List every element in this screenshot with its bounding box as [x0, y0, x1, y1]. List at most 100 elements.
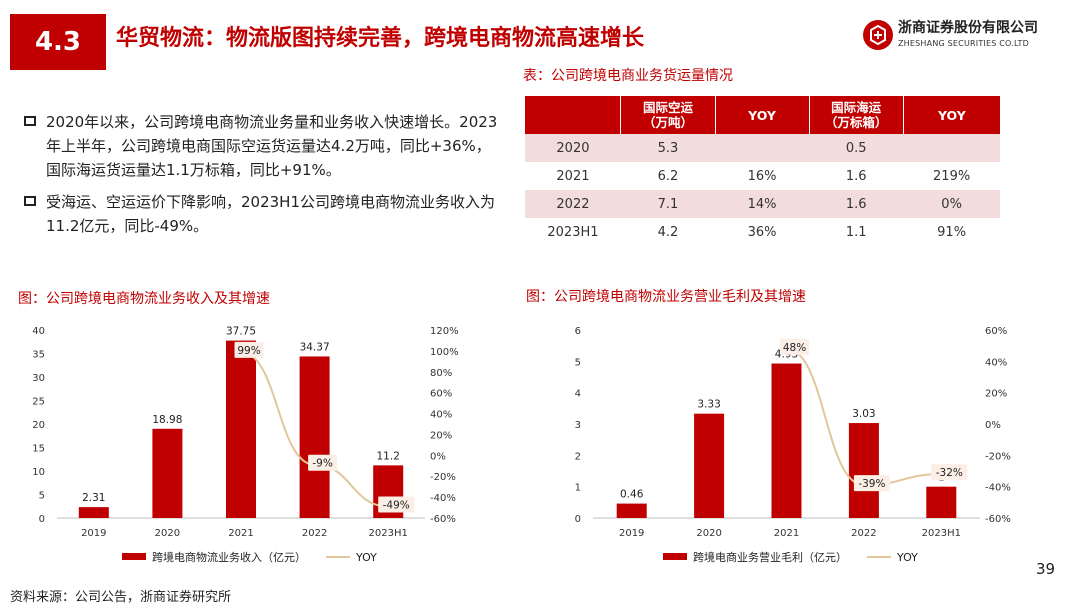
yoy-data-label: 48%: [783, 342, 806, 354]
y-axis-tick-label: 3: [575, 420, 581, 431]
square-bullet-icon: [24, 116, 36, 126]
y-axis-tick-label: 25: [32, 397, 45, 408]
legend-line-label: YOY: [355, 551, 377, 564]
y2-axis-tick-label: 80%: [430, 368, 452, 379]
y2-axis-tick-label: -60%: [430, 514, 456, 525]
bar-data-label: 18.98: [152, 414, 182, 426]
y-axis-tick-label: 30: [32, 373, 45, 384]
source-footnote: 资料来源：公司公告，浙商证券研究所: [10, 590, 232, 605]
bar: [226, 340, 256, 518]
bar: [299, 356, 330, 518]
x-axis-tick-label: 2023H1: [369, 528, 408, 539]
x-axis-tick-label: 2019: [81, 528, 106, 539]
table-cell: 1.1: [809, 218, 904, 246]
bar: [926, 486, 957, 518]
y2-axis-tick-label: 20%: [430, 430, 452, 441]
y-axis-tick-label: 5: [39, 491, 45, 502]
logo-name-en: ZHESHANG SECURITIES CO.LTD: [898, 39, 1029, 48]
y2-axis-tick-label: -20%: [430, 472, 456, 483]
y-axis-tick-label: 2: [575, 451, 581, 462]
bar-data-label: 2.31: [82, 492, 105, 504]
legend-bar-label: 跨境电商业务营业毛利（亿元）: [693, 550, 847, 564]
y2-axis-tick-label: 0%: [430, 451, 446, 462]
bar: [694, 413, 725, 518]
x-axis-tick-label: 2022: [851, 528, 876, 539]
table-row: 2020 5.3 0.5: [525, 134, 1000, 162]
y2-axis-tick-label: 40%: [430, 410, 452, 421]
y-axis-tick-label: 0: [39, 514, 45, 525]
table-header-cell: YOY: [903, 96, 1000, 134]
y-axis-tick-label: 40: [32, 326, 45, 337]
yoy-line: [786, 347, 942, 487]
revenue-chart: 0 5 10 15 20 25 30 35 40 -60% -40% -20% 0% 20% 40% 60% 8…: [32, 326, 459, 564]
page-title: 华贸物流：物流版图持续完善，跨境电商物流高速增长: [116, 26, 645, 51]
table-cell: 2020: [525, 134, 621, 162]
yoy-label-background: [234, 341, 264, 358]
chart-title-revenue: 图：公司跨境电商物流业务收入及其增速: [18, 291, 270, 307]
bar-data-label: 0.46: [620, 489, 644, 501]
table-cell: 1.6: [809, 162, 904, 190]
table-header-row: 国际空运 （万吨） YOY 国际海运 （万标箱） YOY: [525, 96, 1000, 134]
y2-axis-tick-label: 120%: [430, 326, 459, 337]
y2-axis-tick-label: 0%: [985, 420, 1001, 431]
yoy-data-label: -49%: [383, 500, 410, 512]
table-header-cell: [525, 96, 622, 134]
bar-data-label: 34.37: [300, 341, 330, 353]
bullet-item: 2020年以来，公司跨境电商物流业务量和业务收入快速增长。2023年上半年，公司…: [24, 110, 502, 182]
table-cell: 0.5: [809, 134, 904, 162]
bar: [616, 503, 647, 518]
table-header-cell: YOY: [715, 96, 810, 134]
table-cell: 4.2: [620, 218, 715, 246]
legend-bar-swatch: [122, 553, 146, 560]
table-row: 2023H1 4.2 36% 1.1 91%: [525, 218, 1000, 246]
table-row: 2021 6.2 16% 1.6 219%: [525, 162, 1000, 190]
y-axis-tick-label: 6: [575, 326, 581, 337]
yoy-data-label: -9%: [312, 458, 332, 470]
table-caption: 表：公司跨境电商业务货运量情况: [523, 68, 733, 84]
table-cell: 2023H1: [525, 218, 621, 246]
table-cell: 6.2: [620, 162, 715, 190]
bar: [152, 428, 183, 518]
table-cell: [715, 134, 810, 162]
page-number: 39: [1036, 560, 1056, 578]
table-cell: 7.1: [620, 190, 715, 218]
table-cell: 1.6: [809, 190, 904, 218]
square-bullet-icon: [24, 196, 36, 206]
yoy-data-label: -32%: [936, 467, 963, 479]
x-axis-tick-label: 2020: [155, 528, 180, 539]
y-axis-tick-label: 5: [575, 357, 581, 368]
bullet-text: 受海运、空运运价下降影响，2023H1公司跨境电商物流业务收入为11.2亿元，同…: [46, 193, 495, 235]
y-axis-tick-label: 1: [575, 483, 581, 494]
y2-axis-tick-label: 100%: [430, 347, 459, 358]
x-axis-tick-label: 2022: [302, 528, 327, 539]
y-axis-tick-label: 0: [575, 514, 581, 525]
table-cell: 16%: [715, 162, 810, 190]
yoy-label-background: [308, 454, 338, 471]
x-axis-tick-label: 2021: [774, 528, 799, 539]
legend-bar-label: 跨境电商物流业务收入（亿元）: [152, 550, 306, 564]
section-badge: 4.3: [10, 14, 106, 70]
yoy-label-background: [853, 475, 890, 492]
bullet-list: 2020年以来，公司跨境电商物流业务量和业务收入快速增长。2023年上半年，公司…: [24, 110, 502, 246]
bullet-item: 受海运、空运运价下降影响，2023H1公司跨境电商物流业务收入为11.2亿元，同…: [24, 190, 502, 238]
y-axis-tick-label: 4: [575, 389, 581, 400]
y2-axis-tick-label: -60%: [985, 514, 1011, 525]
bar: [848, 423, 879, 518]
x-axis-tick-label: 2020: [696, 528, 721, 539]
bar-data-label: 3.03: [852, 408, 875, 420]
table-cell: 14%: [715, 190, 810, 218]
freight-volume-table: 国际空运 （万吨） YOY 国际海运 （万标箱） YOY 2020 5.3 0.…: [525, 96, 1000, 246]
bar-data-label: 11.2: [377, 450, 400, 462]
logo-emblem-icon: [863, 20, 893, 50]
y2-axis-tick-label: -40%: [985, 483, 1011, 494]
bar: [78, 507, 109, 518]
table-cell: 91%: [903, 218, 1000, 246]
y2-axis-tick-label: 20%: [985, 389, 1007, 400]
yoy-data-label: -39%: [858, 478, 885, 490]
table-cell: 0%: [903, 190, 1000, 218]
bar: [771, 363, 802, 518]
x-axis-tick-label: 2023H1: [922, 528, 961, 539]
legend-bar-swatch: [663, 553, 687, 560]
yoy-label-background: [780, 338, 809, 355]
table-cell: 2021: [525, 162, 621, 190]
